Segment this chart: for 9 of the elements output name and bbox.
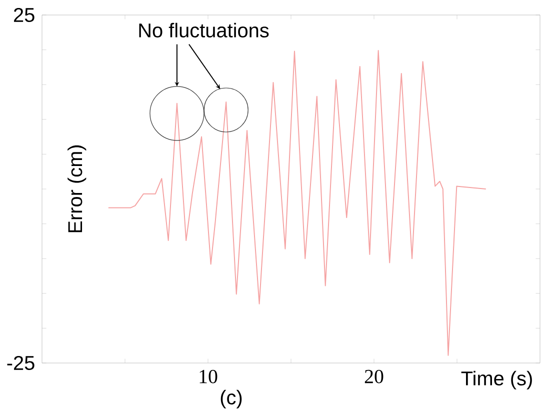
x-tick-label: 10 [200,370,218,384]
y-tick-label: -25 [7,356,34,370]
annotation: No fluctuations [139,22,269,38]
x-tick-label: 20 [364,370,384,384]
y-tick-label: 25 [14,8,34,22]
x-axis-title: Time (s) [461,370,532,390]
y-axis-title: Error (cm) [68,145,86,232]
line-series [108,50,486,356]
text: (c) [220,390,242,408]
